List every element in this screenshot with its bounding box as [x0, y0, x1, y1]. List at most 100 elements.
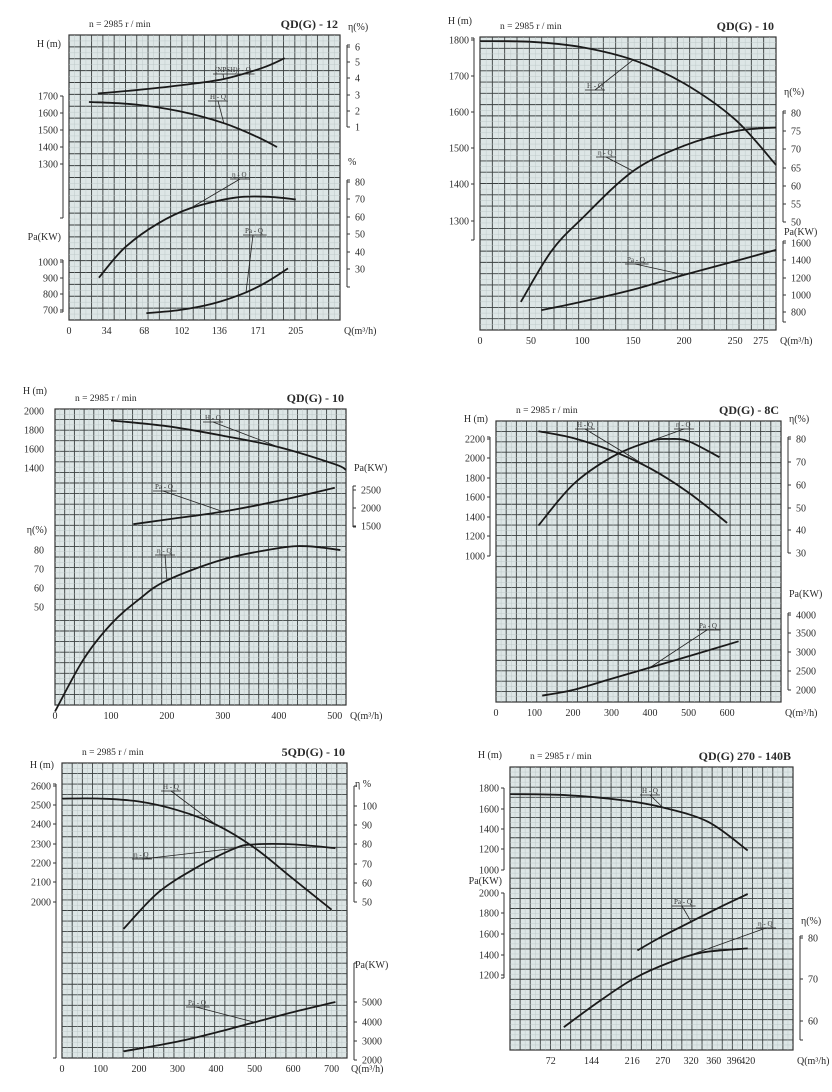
y-axis-1: 6 5 4 3 2 1 η(%): [346, 22, 368, 134]
x-tick-label: 600: [720, 708, 735, 719]
curve-label: η - Q: [758, 920, 773, 928]
y-tick-label: 2500: [31, 801, 51, 812]
y-tick-label: 900: [43, 274, 58, 285]
x-tick-label: 72: [546, 1056, 556, 1067]
x-tick-label: 144: [584, 1056, 599, 1067]
y-tick-label: 1500: [38, 126, 58, 137]
y-axis-title: Pa(KW): [789, 589, 822, 600]
y-axis-0: 1800 1600 1400 1200 1000 H (m): [478, 750, 505, 877]
y-axis-2: 1600 1400 1200 1000 800 Pa(KW): [782, 227, 817, 323]
y-tick-label: 55: [791, 200, 801, 211]
y-tick-label: 1: [355, 123, 360, 134]
speed-label: n = 2985 r / min: [516, 406, 578, 416]
x-tick-label: 68: [139, 326, 149, 337]
curve-label: H - Q: [163, 783, 179, 791]
chart-title: QD(G) - 10: [717, 19, 774, 33]
y-tick-label: 60: [355, 213, 365, 224]
curve-label: H - Q: [210, 93, 226, 101]
x-tick-label: 0: [478, 336, 483, 347]
y-axis-title: H (m): [30, 760, 54, 771]
x-axis-title: Q(m³/h): [350, 711, 382, 722]
y-tick-label: 80: [791, 109, 801, 120]
curve-h-q: [538, 430, 728, 524]
y-axis-1: 100 90 80 70 60 50 η %: [353, 779, 377, 909]
y-axis-1: 2000 1800 1600 1400 1200 Pa(KW): [469, 876, 505, 982]
chart-title: QD(G) 270 - 140B: [699, 749, 791, 763]
y-axis-title: H (m): [478, 750, 502, 761]
x-tick-label: 100: [527, 708, 542, 719]
y-tick-label: 70: [362, 860, 372, 871]
y-axis-1: 80 70 60 50 40 30 η(%): [787, 414, 809, 560]
x-tick-label: 0: [67, 326, 72, 337]
y-tick-label: 40: [796, 526, 806, 537]
y-axis-2: 4000 3500 3000 2500 2000 Pa(KW): [787, 589, 822, 697]
x-axis-title: Q(m³/h): [785, 708, 817, 719]
y-tick-label: 2500: [361, 486, 381, 497]
y-tick-label: 80: [355, 178, 365, 189]
y-axis-title: η(%): [27, 525, 47, 536]
y-tick-label: 75: [791, 127, 801, 138]
grid: [510, 767, 793, 1050]
chart-title: QD(G) - 8C: [719, 403, 779, 417]
curve-pa-q: [133, 486, 336, 526]
x-axis: 0 100 200 300 400 500 600 Q(m³/h): [494, 708, 818, 719]
curve-label: η - Q: [676, 421, 691, 429]
curve-pa-q: [541, 249, 777, 312]
x-tick-label: 500: [247, 1064, 262, 1075]
y-tick-label: 2500: [796, 667, 816, 678]
y-axis-2: 5000 4000 3000 2000 Pa(KW): [353, 960, 388, 1067]
y-axis-2: 80 70 60 η(%): [799, 916, 821, 1041]
y-axis-title: η(%): [789, 414, 809, 425]
y-tick-label: 1400: [465, 513, 485, 524]
y-tick-label: 3: [355, 91, 360, 102]
y-tick-label: 70: [355, 195, 365, 206]
speed-label: n = 2985 r / min: [75, 394, 137, 404]
y-tick-label: 50: [796, 504, 806, 515]
y-tick-label: 90: [362, 821, 372, 832]
x-axis: 0 100 200 300 400 500 600 700 Q(m³/h): [60, 1064, 384, 1075]
y-tick-label: 1400: [479, 825, 499, 836]
subgrid: [496, 421, 781, 702]
y-tick-label: 2000: [362, 1056, 382, 1067]
chart-c6: QD(G) 270 - 140B n = 2985 r / min 72 144 216…: [469, 749, 830, 1067]
y-axis-title: %: [348, 157, 356, 168]
y-tick-label: 1000: [38, 258, 58, 269]
curve-label: Pa - Q: [674, 898, 692, 906]
x-tick-label: 200: [566, 708, 581, 719]
curve-label: H - Q: [577, 421, 593, 429]
x-tick-label: 396: [727, 1056, 742, 1067]
x-tick-label: 270: [655, 1056, 670, 1067]
y-tick-label: 4: [355, 74, 360, 85]
y-axis-0: 2200 2000 1800 1600 1400 1200 1000 H (m): [464, 414, 491, 563]
y-tick-label: 1600: [791, 239, 811, 250]
curve-h-q: [110, 419, 347, 471]
x-tick-label: 500: [681, 708, 696, 719]
y-tick-label: 1400: [38, 143, 58, 154]
curve-label: H - Q: [642, 787, 658, 795]
y-axis-title: Pa(KW): [354, 463, 387, 474]
curve-label: Pa - Q: [155, 483, 173, 491]
chart-title: 5QD(G) - 10: [282, 745, 345, 759]
curve-label: H - Q: [205, 414, 221, 422]
y-tick-label: 50: [34, 603, 44, 614]
x-tick-label: 0: [494, 708, 499, 719]
speed-label: n = 2985 r / min: [82, 748, 144, 758]
y-tick-label: 1800: [479, 909, 499, 920]
subgrid: [55, 409, 346, 705]
y-tick-label: 1000: [465, 552, 485, 563]
y-tick-label: 1600: [479, 930, 499, 941]
curve-pa-q: [123, 1001, 336, 1053]
x-tick-label: 700: [324, 1064, 339, 1075]
y-tick-label: 1600: [449, 108, 469, 119]
y-axis-1: 2500 2000 1500 Pa(KW): [352, 463, 387, 533]
y-tick-label: 1300: [38, 160, 58, 171]
grid: [480, 37, 776, 330]
y-tick-label: 3000: [362, 1037, 382, 1048]
x-tick-label: 300: [170, 1064, 185, 1075]
y-tick-label: 100: [362, 802, 377, 813]
grid: [55, 409, 346, 705]
x-tick-label: 102: [174, 326, 189, 337]
